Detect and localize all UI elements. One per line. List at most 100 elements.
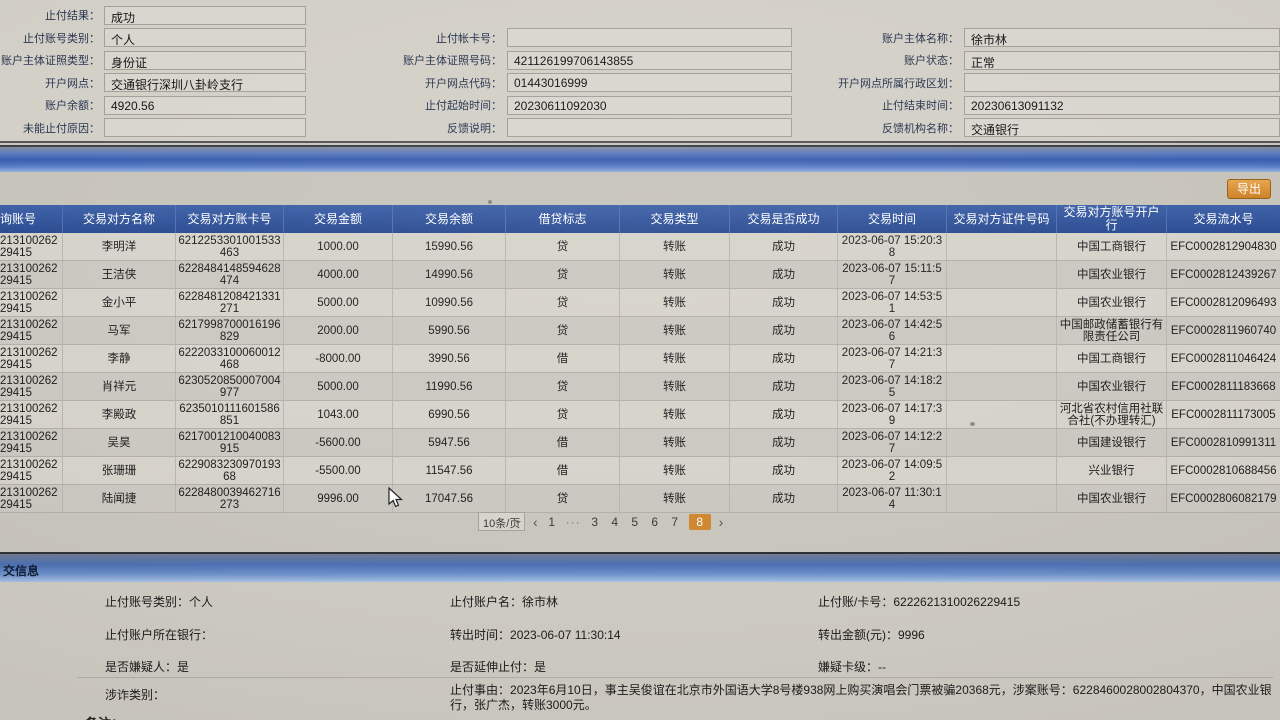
fraud-category-field: 涉诈类别：	[105, 686, 165, 703]
table-cell: 马军	[63, 317, 176, 344]
page-button[interactable]: 5	[631, 514, 639, 529]
stop-reason-value: 2023年6月10日，事主吴俊谊在北京市外国语大学8号楼938网上购买演唱会门票…	[450, 683, 1272, 712]
page-size-select[interactable]: 10条/页	[478, 512, 525, 531]
page-button[interactable]: 8	[688, 513, 711, 530]
table-cell: 成功	[730, 345, 838, 372]
fraud-category-label: 涉诈类别：	[105, 688, 166, 702]
table-cell: 213100262 29415	[0, 345, 63, 372]
field-label: 止付结束时间：	[882, 100, 959, 113]
field-value-box: 成功	[104, 5, 306, 25]
table-row[interactable]: 213100262 29415 王洁侠 6228484148594628474 400…	[0, 261, 1280, 289]
table-cell: 转账	[620, 261, 730, 288]
field-value-box	[964, 73, 1280, 93]
table-cell: 成功	[730, 317, 838, 344]
table-cell: 转账	[620, 317, 730, 344]
table-row[interactable]: 213100262 29415 肖祥元 6230520850007004977 500…	[0, 373, 1280, 401]
table-row[interactable]: 213100262 29415 李静 6222033100060012468 -800…	[0, 345, 1280, 373]
table-cell: 2023-06-07 14:21:37	[838, 345, 947, 372]
detail-field-label: 止付账户名：	[450, 595, 523, 609]
prev-page-button[interactable]: ‹	[533, 513, 538, 530]
table-row[interactable]: 213100262 29415 陆闻捷 6228480039462716273 999…	[0, 485, 1280, 513]
table-row[interactable]: 213100262 29415 张珊珊 622908323097019368 -550…	[0, 457, 1280, 485]
table-cell: 中国农业银行	[1057, 289, 1167, 316]
column-header: 交易是否成功	[730, 205, 838, 233]
table-cell: 3990.56	[393, 345, 506, 372]
page-button[interactable]: 1	[548, 514, 556, 529]
field-value-box: 交通银行	[964, 118, 1280, 138]
field-value-box: 20230613091132	[964, 95, 1280, 115]
table-cell: 6212253301001533463	[176, 233, 284, 260]
table-cell: 李明洋	[63, 233, 176, 260]
table-cell: 中国工商银行	[1057, 345, 1167, 372]
table-cell	[947, 289, 1057, 316]
table-cell: 6230520850007004977	[176, 373, 284, 400]
table-header-row: 询账号 交易对方名称 交易对方账卡号 交易金额 交易余额 借贷标志 交易类型 交易是否成功 交易…	[0, 205, 1280, 233]
table-cell: 转账	[620, 457, 730, 484]
column-header: 交易余额	[393, 205, 506, 233]
export-button[interactable]: 导出	[1226, 179, 1271, 199]
pagination: 10条/页 ‹ 1 ··· 3 4 5 6 7 8 ›	[478, 512, 723, 531]
detail-field: 转出时间：2023-06-07 11:30:14	[450, 626, 621, 643]
table-cell: 1043.00	[284, 401, 393, 428]
detail-field-value: 6222621310026229415	[893, 595, 1021, 609]
table-cell: 4000.00	[284, 261, 393, 288]
detail-field-value: 是	[177, 660, 190, 674]
screen-smudge	[488, 200, 492, 204]
table-cell: 李殿政	[63, 401, 176, 428]
table-cell: 2023-06-07 15:11:57	[838, 261, 947, 288]
table-cell: 17047.56	[393, 485, 506, 512]
page-button[interactable]: 3	[591, 514, 599, 529]
table-cell: 2023-06-07 14:12:27	[838, 429, 947, 456]
table-cell: 转账	[620, 289, 730, 316]
table-cell: 中国农业银行	[1057, 373, 1167, 400]
table-row[interactable]: 213100262 29415 吴昊 6217001210040083915 -560…	[0, 429, 1280, 457]
detail-field-label: 止付账户所在银行：	[105, 628, 214, 642]
table-cell: EFC0002811960740	[1170, 324, 1277, 337]
field-label: 账户余额：	[45, 100, 100, 113]
table-cell: 借	[506, 345, 620, 372]
table-cell: 6217001210040083915	[176, 429, 284, 456]
page-button[interactable]: 4	[611, 514, 619, 529]
form-row: 止付账号类别： 个人 止付帐卡号： 账户主体名称： 徐市林	[0, 27, 1280, 50]
table-cell: 中国邮政储蓄银行有限责任公司	[1057, 317, 1167, 344]
detail-field: 止付账/卡号：6222621310026229415	[818, 593, 1020, 610]
field-label: 账户主体证照号码：	[403, 55, 502, 68]
table-row[interactable]: 213100262 29415 李殿政 6235010111601586851 104…	[0, 401, 1280, 429]
table-cell: 5000.00	[284, 289, 393, 316]
page-button[interactable]: 6	[651, 514, 659, 529]
table-cell: 213100262 29415	[0, 289, 63, 316]
table-cell: 借	[506, 429, 620, 456]
detail-field-label: 转出金额(元)：	[818, 628, 898, 642]
field-label: 未能止付原因：	[23, 122, 100, 135]
table-cell: 5990.56	[393, 317, 506, 344]
field-value-box: 20230611092030	[507, 95, 792, 115]
table-cell: 成功	[730, 373, 838, 400]
table-cell: 2000.00	[284, 317, 393, 344]
table-cell: 贷	[506, 485, 620, 512]
table-row[interactable]: 213100262 29415 金小平 6228481208421331271 500…	[0, 289, 1280, 317]
table-cell	[947, 401, 1057, 428]
field-label: 反馈机构名称：	[882, 122, 959, 135]
table-row[interactable]: 213100262 29415 马军 6217998700016196829 2000…	[0, 317, 1280, 345]
table-row[interactable]: 213100262 29415 李明洋 6212253301001533463 100…	[0, 233, 1280, 261]
page-button[interactable]: 7	[671, 514, 679, 529]
table-cell: 2023-06-07 14:09:52	[838, 457, 947, 484]
table-cell: EFC0002811046424	[1170, 352, 1277, 365]
detail-field-label: 转出时间：	[450, 628, 511, 642]
table-cell: 转账	[620, 401, 730, 428]
table-cell: 213100262 29415	[0, 457, 63, 484]
column-header: 交易对方账卡号	[176, 205, 284, 233]
table-cell: 转账	[620, 429, 730, 456]
table-cell: 中国农业银行	[1057, 261, 1167, 288]
field-value-box: 正常	[964, 50, 1280, 70]
next-page-button[interactable]: ›	[718, 513, 724, 530]
table-cell: 2023-06-07 14:18:25	[838, 373, 947, 400]
table-cell	[947, 485, 1057, 512]
form-row: 账户余额： 4920.56 止付起始时间： 20230611092030 止付结束时间：…	[0, 94, 1280, 117]
pagination-pages: 1 ··· 3 4 5 6 7 8	[546, 513, 711, 530]
column-header: 交易对方证件号码	[947, 205, 1057, 233]
table-cell: 贷	[506, 261, 620, 288]
table-cell: 贷	[506, 401, 620, 428]
table-cell: 陆闻捷	[63, 485, 176, 512]
table-cell: 6235010111601586851	[176, 401, 284, 428]
